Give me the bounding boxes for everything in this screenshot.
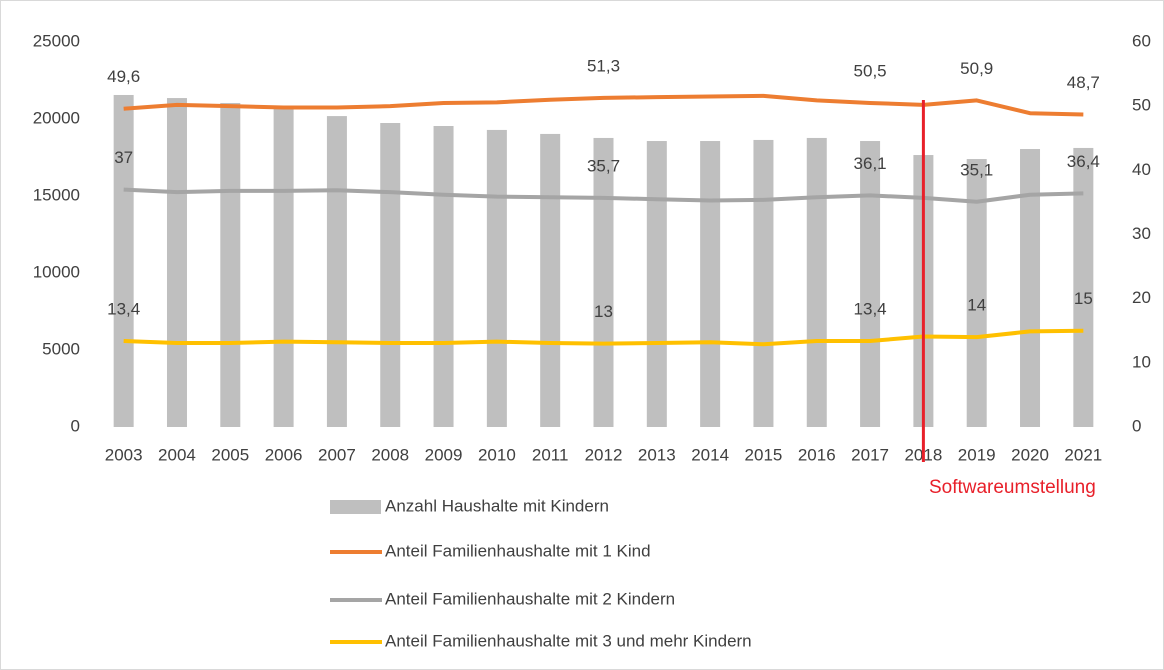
y-tick-label: 25000 xyxy=(33,31,80,50)
data-label: 50,5 xyxy=(854,61,887,80)
bar xyxy=(1020,149,1041,427)
y2-tick-label: 40 xyxy=(1132,160,1151,179)
data-label: 49,6 xyxy=(107,67,140,86)
x-tick-label: 2010 xyxy=(478,445,516,464)
legend-label: Anteil Familienhaushalte mit 3 und mehr … xyxy=(385,631,752,650)
bar xyxy=(326,116,347,427)
x-tick-label: 2014 xyxy=(691,445,729,464)
legend-label: Anzahl Haushalte mit Kindern xyxy=(385,496,609,515)
bar xyxy=(220,102,241,427)
x-tick-label: 2009 xyxy=(425,445,463,464)
bar xyxy=(433,126,454,427)
x-tick-label: 2016 xyxy=(798,445,836,464)
data-label: 37 xyxy=(114,148,133,167)
annotation-text: Softwareumstellung xyxy=(929,477,1096,498)
data-label: 36,4 xyxy=(1067,152,1100,171)
data-label: 35,1 xyxy=(960,160,993,179)
bar xyxy=(593,137,614,427)
bar xyxy=(646,141,667,427)
x-tick-label: 2005 xyxy=(211,445,249,464)
x-tick-label: 2006 xyxy=(265,445,303,464)
data-label: 13 xyxy=(594,302,613,321)
data-label: 50,9 xyxy=(960,59,993,78)
data-label: 15 xyxy=(1074,289,1093,308)
x-tick-label: 2020 xyxy=(1011,445,1049,464)
bar xyxy=(700,141,721,427)
bar xyxy=(486,129,507,427)
y2-tick-label: 10 xyxy=(1132,352,1151,371)
y2-tick-label: 60 xyxy=(1132,31,1151,50)
y2-tick-label: 0 xyxy=(1132,416,1141,435)
y2-tick-label: 50 xyxy=(1132,96,1151,115)
data-label: 14 xyxy=(967,296,986,315)
bar xyxy=(1073,147,1094,427)
bar xyxy=(113,94,134,427)
y-tick-label: 20000 xyxy=(33,108,80,127)
bar xyxy=(273,106,294,427)
x-tick-label: 2007 xyxy=(318,445,356,464)
bar xyxy=(380,123,401,427)
y2-tick-label: 30 xyxy=(1132,224,1151,243)
y-tick-label: 5000 xyxy=(42,339,80,358)
legend-label: Anteil Familienhaushalte mit 2 Kindern xyxy=(385,589,675,608)
y2-tick-label: 20 xyxy=(1132,288,1151,307)
x-tick-label: 2015 xyxy=(745,445,783,464)
x-tick-label: 2019 xyxy=(958,445,996,464)
x-tick-label: 2011 xyxy=(532,445,569,464)
bar xyxy=(540,133,561,428)
legend-label: Anteil Familienhaushalte mit 1 Kind xyxy=(385,541,651,560)
x-tick-label: 2012 xyxy=(585,445,623,464)
data-label: 36,1 xyxy=(854,154,887,173)
bar xyxy=(806,137,827,427)
x-tick-label: 2004 xyxy=(158,445,196,464)
bar xyxy=(166,98,187,427)
x-tick-label: 2013 xyxy=(638,445,676,464)
x-tick-label: 2021 xyxy=(1064,445,1102,464)
y-tick-label: 0 xyxy=(71,416,80,435)
bar xyxy=(966,159,987,428)
legend-swatch xyxy=(330,500,381,514)
y-tick-label: 10000 xyxy=(33,262,80,281)
bar xyxy=(860,141,881,427)
x-tick-label: 2003 xyxy=(105,445,143,464)
x-tick-label: 2017 xyxy=(851,445,889,464)
y-tick-label: 15000 xyxy=(33,185,80,204)
x-tick-label: 2008 xyxy=(371,445,409,464)
data-label: 35,7 xyxy=(587,156,620,175)
data-label: 13,4 xyxy=(854,300,887,319)
data-label: 51,3 xyxy=(587,56,620,75)
data-label: 13,4 xyxy=(107,300,140,319)
data-label: 48,7 xyxy=(1067,73,1100,92)
bar xyxy=(753,139,774,427)
